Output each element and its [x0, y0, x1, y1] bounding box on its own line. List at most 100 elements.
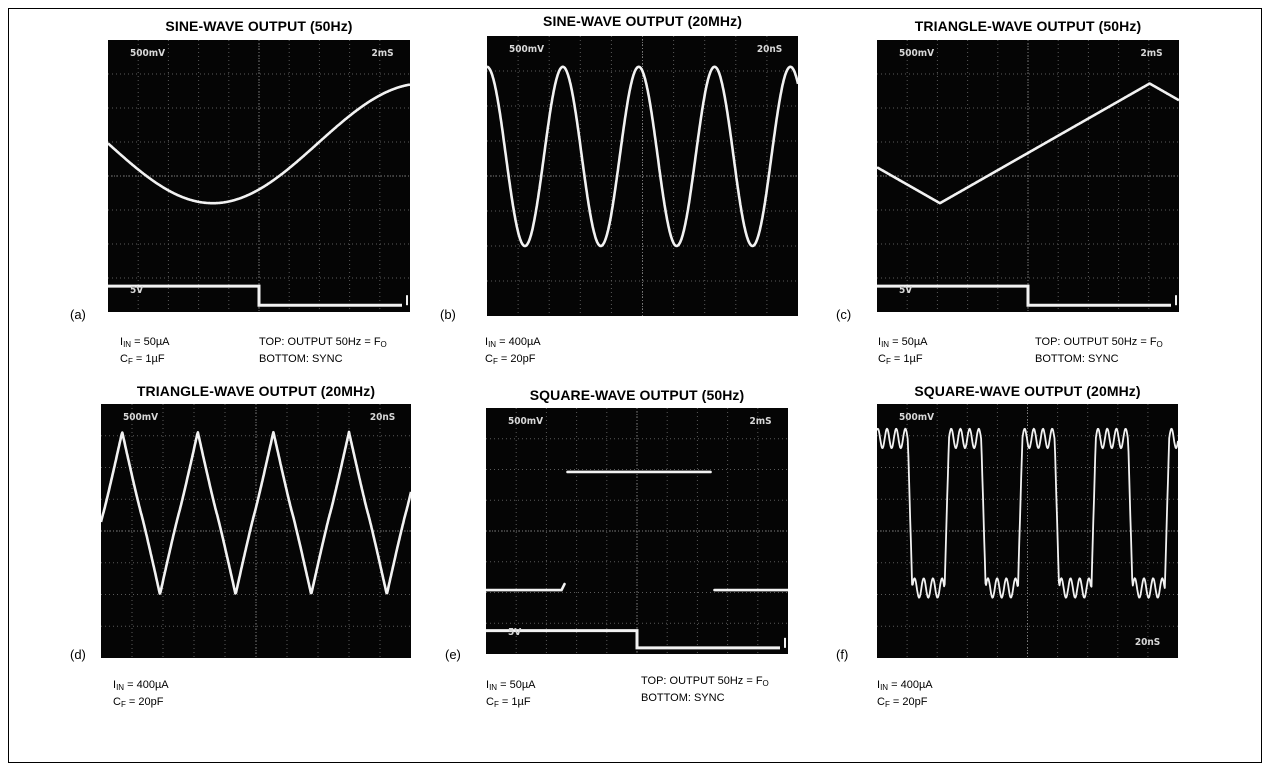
condition-line: CF = 20pF — [113, 695, 169, 712]
condition-value: = 400µA — [888, 679, 933, 691]
figure-frame — [8, 8, 1262, 763]
condition-line: IIN = 50µA — [486, 678, 536, 695]
trace-legend-line: BOTTOM: SYNC — [641, 691, 769, 705]
panel-title: TRIANGLE-WAVE OUTPUT (20MHz) — [136, 383, 376, 399]
panel-label: (f) — [836, 647, 849, 662]
condition-notes: IIN = 50µA CF = 1µF — [486, 678, 536, 712]
scope-label-time-per-div: 2mS — [1140, 48, 1163, 59]
trace-legend-subscript: O — [1156, 340, 1163, 349]
scope-plot — [486, 408, 788, 654]
oscilloscope-screen: 500mV 2mS 5V — [108, 40, 410, 312]
scope-label-volts-per-div: 500mV — [509, 44, 545, 55]
condition-value: = 400µA — [124, 679, 169, 691]
panel-title: SQUARE-WAVE OUTPUT (50Hz) — [529, 387, 745, 403]
oscilloscope-screen: 500mV 2mS 5V — [486, 408, 788, 654]
output-trace — [108, 83, 410, 205]
condition-value: = 400µA — [496, 336, 541, 348]
condition-subscript: IN — [881, 340, 890, 349]
trace-legend-text: TOP: OUTPUT 50Hz = F — [1035, 336, 1157, 348]
output-trace — [487, 65, 798, 248]
output-trace — [486, 470, 788, 592]
scope-label-sync-volts: 5V — [899, 285, 913, 296]
condition-line: IIN = 50µA — [878, 335, 928, 352]
condition-subscript: IN — [116, 683, 125, 692]
condition-line: CF = 20pF — [877, 695, 933, 712]
sync-trace — [108, 284, 402, 307]
output-trace — [101, 430, 411, 595]
condition-notes: IIN = 400µA CF = 20pF — [485, 335, 541, 369]
condition-line: IIN = 400µA — [485, 335, 541, 352]
condition-symbol: C — [113, 696, 121, 708]
trace-legend-text: TOP: OUTPUT 50Hz = F — [641, 675, 763, 687]
condition-subscript: F — [885, 357, 891, 366]
scope-label-sync-volts: 5V — [130, 285, 144, 296]
scope-plot — [487, 36, 798, 316]
condition-subscript: IN — [489, 683, 498, 692]
sync-trace — [877, 284, 1171, 307]
scope-label-time-per-div: 20nS — [756, 44, 782, 55]
condition-symbol: I — [878, 336, 882, 348]
panel-label: (e) — [445, 647, 461, 662]
condition-symbol: C — [877, 696, 885, 708]
condition-symbol: I — [877, 679, 881, 691]
condition-line: CF = 1µF — [486, 695, 536, 712]
condition-value: = 20pF — [125, 696, 164, 708]
panel-label: (a) — [70, 307, 86, 322]
condition-value: = 1µF — [890, 353, 923, 365]
condition-value: = 1µF — [132, 353, 165, 365]
condition-notes: IIN = 50µA CF = 1µF — [120, 335, 170, 369]
condition-symbol: C — [486, 696, 494, 708]
scope-plot — [101, 404, 411, 658]
scope-plot — [108, 40, 410, 312]
scope-label-time-per-div-bottom: 20nS — [1134, 637, 1160, 648]
trace-legend-line: TOP: OUTPUT 50Hz = FO — [259, 335, 387, 352]
trace-legend-subscript: O — [380, 340, 387, 349]
output-trace — [877, 82, 1179, 205]
trace-legend-line: BOTTOM: SYNC — [259, 352, 387, 366]
condition-value: = 1µF — [498, 696, 531, 708]
condition-value: = 50µA — [497, 679, 536, 691]
trace-legend-text: TOP: OUTPUT 50Hz = F — [259, 336, 381, 348]
condition-line: IIN = 400µA — [113, 678, 169, 695]
sync-trace — [486, 629, 780, 650]
trace-legend-text: BOTTOM: SYNC — [1035, 353, 1119, 365]
condition-symbol: I — [486, 679, 490, 691]
trace-legend-line: BOTTOM: SYNC — [1035, 352, 1163, 366]
trace-legend-text: BOTTOM: SYNC — [259, 353, 343, 365]
panel-label: (c) — [836, 307, 852, 322]
condition-subscript: F — [492, 357, 498, 366]
condition-notes: IIN = 50µA CF = 1µF — [878, 335, 928, 369]
condition-notes: IIN = 400µA CF = 20pF — [113, 678, 169, 712]
trace-legend-text: BOTTOM: SYNC — [641, 692, 725, 704]
oscilloscope-screen: 500mV 2mS 5V — [877, 40, 1179, 312]
condition-symbol: I — [120, 336, 124, 348]
condition-symbol: I — [113, 679, 117, 691]
condition-subscript: IN — [488, 340, 497, 349]
scope-label-time-per-div: 2mS — [749, 416, 772, 427]
panel-title: TRIANGLE-WAVE OUTPUT (50Hz) — [914, 18, 1142, 34]
condition-value: = 50µA — [131, 336, 170, 348]
oscilloscope-screen: 500mV 20nS — [101, 404, 411, 658]
condition-line: CF = 20pF — [485, 352, 541, 369]
panel-title: SQUARE-WAVE OUTPUT (20MHz) — [914, 383, 1141, 399]
condition-subscript: F — [120, 700, 126, 709]
trace-legend-subscript: O — [762, 679, 769, 688]
scope-label-time-per-div: 2mS — [371, 48, 394, 59]
scope-label-sync-volts: 5V — [508, 627, 522, 638]
condition-subscript: IN — [880, 683, 889, 692]
condition-value: = 20pF — [497, 353, 536, 365]
panel-label: (b) — [440, 307, 456, 322]
scope-label-volts-per-div: 500mV — [899, 412, 935, 423]
trace-legend-line: TOP: OUTPUT 50Hz = FO — [1035, 335, 1163, 352]
oscilloscope-screen: 500mV 20nS — [487, 36, 798, 316]
trace-legend-notes: TOP: OUTPUT 50Hz = FO BOTTOM: SYNC — [1035, 335, 1163, 366]
scope-label-volts-per-div: 500mV — [899, 48, 935, 59]
condition-subscript: IN — [123, 340, 132, 349]
panel-title: SINE-WAVE OUTPUT (20MHz) — [543, 13, 742, 29]
scope-plot — [877, 404, 1178, 658]
trace-legend-line: TOP: OUTPUT 50Hz = FO — [641, 674, 769, 691]
panel-label: (d) — [70, 647, 86, 662]
condition-symbol: I — [485, 336, 489, 348]
condition-line: CF = 1µF — [120, 352, 170, 369]
panel-title: SINE-WAVE OUTPUT (50Hz) — [165, 18, 353, 34]
